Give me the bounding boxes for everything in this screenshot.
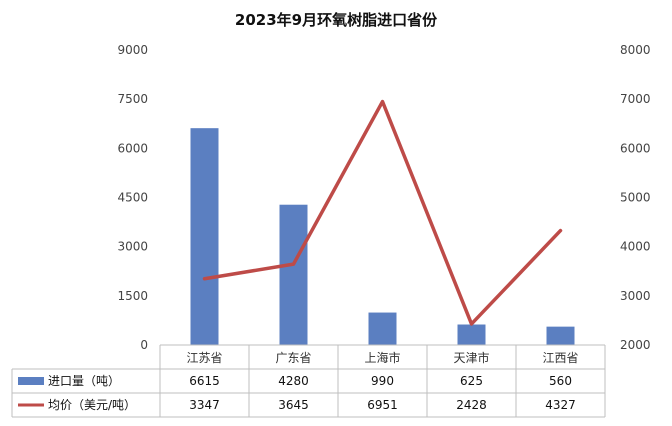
price-line	[202, 99, 563, 326]
y-left-tick-2: 3000	[117, 240, 148, 254]
bar-value-4: 560	[549, 374, 572, 388]
y-right-tick-5: 7000	[620, 92, 651, 106]
bar-value-1: 4280	[278, 374, 309, 388]
bar-2	[368, 312, 397, 345]
bar-0	[190, 128, 219, 345]
category-label-2: 上海市	[364, 350, 400, 365]
line-point-0	[204, 278, 205, 280]
y-right-tick-6: 8000	[620, 43, 651, 57]
bar-3	[457, 324, 486, 345]
line-value-4: 4327	[545, 398, 576, 412]
line-value-3: 2428	[456, 398, 487, 412]
y-right-tick-3: 5000	[620, 191, 651, 205]
category-label-3: 天津市	[453, 350, 489, 365]
line-point-4	[560, 230, 561, 232]
y-left-tick-1: 1500	[117, 289, 148, 303]
legend-label-line: 均价（美元/吨）	[48, 398, 136, 412]
bar-value-3: 625	[460, 374, 483, 388]
line-value-2: 6951	[367, 398, 398, 412]
line-point-1	[293, 263, 294, 265]
y-left-tick-0: 0	[140, 338, 148, 352]
y-left-tick-6: 9000	[117, 43, 148, 57]
right-axis: 2000 3000 4000 5000 6000 7000 8000	[620, 43, 651, 352]
bar-value-2: 990	[371, 374, 394, 388]
y-left-tick-5: 7500	[117, 92, 148, 106]
bar-1	[279, 204, 308, 345]
category-label-1: 广东省	[275, 351, 311, 365]
y-left-tick-4: 6000	[117, 141, 148, 155]
y-right-tick-0: 2000	[620, 338, 651, 352]
y-right-tick-4: 6000	[620, 141, 651, 155]
category-label-0: 江苏省	[186, 351, 222, 365]
legend-label-bar: 进口量（吨）	[48, 374, 120, 388]
line-series	[202, 99, 563, 326]
left-axis: 0 1500 3000 4500 6000 7500 9000	[117, 43, 148, 352]
category-label-4: 江西省	[542, 351, 578, 365]
bar-series	[190, 128, 575, 345]
line-point-3	[471, 323, 472, 325]
legend-key-bar	[18, 377, 44, 385]
line-point-2	[382, 101, 383, 103]
y-right-tick-1: 3000	[620, 289, 651, 303]
y-right-tick-2: 4000	[620, 240, 651, 254]
line-value-1: 3645	[278, 398, 309, 412]
bar-value-0: 6615	[189, 374, 220, 388]
y-left-tick-3: 4500	[117, 191, 148, 205]
bar-4	[546, 326, 575, 345]
chart-title: 2023年9月环氧树脂进口省份	[235, 11, 438, 29]
line-value-0: 3347	[189, 398, 220, 412]
